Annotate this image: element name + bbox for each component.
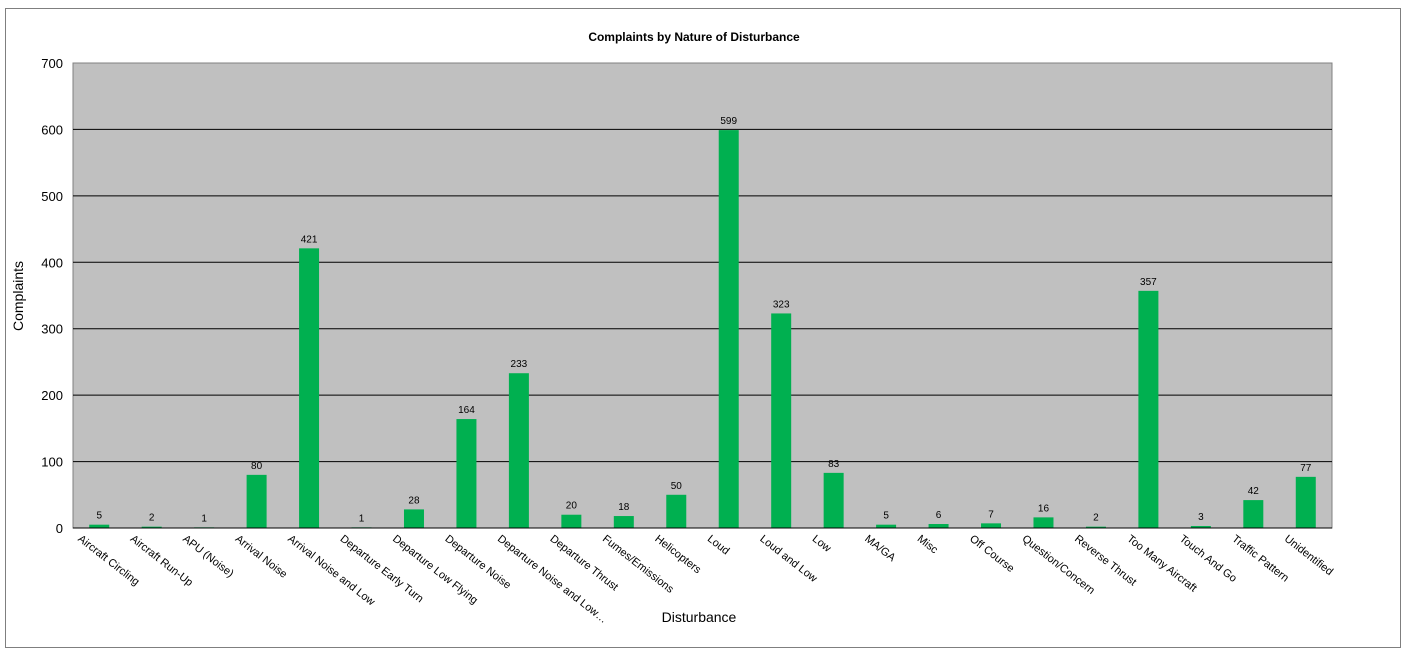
bar	[561, 514, 582, 528]
y-tick-label: 100	[41, 455, 63, 470]
data-label: 6	[936, 510, 942, 521]
bar	[1190, 526, 1211, 528]
y-tick-label: 0	[56, 521, 63, 536]
x-tick-label: APU (Noise)	[180, 533, 236, 580]
data-label: 18	[618, 502, 630, 513]
data-label: 2	[149, 513, 155, 524]
data-label: 323	[773, 299, 790, 310]
bar	[613, 516, 634, 528]
y-axis-ticks: 0 100 200 300 400 500 600 700	[41, 56, 63, 536]
x-tick-label: Arrival Noise	[233, 533, 290, 581]
x-tick-label: Departure Low Flying	[390, 533, 480, 607]
x-tick-label: Low	[810, 533, 833, 555]
bar	[246, 474, 267, 528]
x-tick-label: Off Course	[967, 533, 1016, 575]
bar	[666, 494, 687, 528]
plot-area	[72, 62, 1333, 529]
x-axis-label: Disturbance	[662, 609, 737, 625]
data-label: 28	[408, 495, 420, 506]
y-tick-label: 200	[41, 388, 63, 403]
bar	[508, 373, 529, 528]
data-label: 2	[1093, 513, 1099, 524]
gridlines	[73, 128, 1332, 463]
data-label: 42	[1248, 486, 1260, 497]
bar	[1085, 526, 1106, 528]
data-label: 599	[720, 116, 737, 127]
bar	[981, 523, 1002, 528]
bar	[876, 524, 897, 528]
bar	[718, 130, 739, 529]
x-tick-label: Misc	[915, 533, 941, 557]
data-label: 50	[671, 481, 683, 492]
data-label: 3	[1198, 512, 1204, 523]
bar	[1243, 500, 1264, 528]
x-tick-label: MA/GA	[862, 533, 898, 565]
y-tick-label: 600	[41, 122, 63, 137]
y-axis-label: Complaints	[10, 261, 26, 331]
x-tick-label: Helicopters	[652, 533, 703, 577]
bar	[456, 419, 477, 528]
data-label: 233	[511, 359, 528, 370]
data-label: 7	[988, 509, 994, 520]
data-label: 20	[566, 501, 578, 512]
data-label: 357	[1140, 277, 1157, 288]
x-tick-label: Departure Noise and Low…	[495, 533, 609, 626]
data-label: 421	[301, 234, 318, 245]
data-label: 16	[1038, 503, 1050, 514]
x-tick-label: Unidentified	[1282, 533, 1335, 578]
bar	[771, 313, 792, 528]
y-tick-label: 400	[41, 255, 63, 270]
x-tick-label: Arrival Noise and Low	[285, 533, 377, 608]
bar	[928, 524, 949, 528]
bar	[1138, 290, 1159, 528]
bar	[403, 509, 424, 528]
bar	[141, 526, 162, 528]
x-tick-label: Loud	[705, 533, 732, 558]
data-label: 83	[828, 459, 840, 470]
bar	[1033, 517, 1054, 528]
data-label: 164	[458, 405, 475, 416]
bar	[89, 524, 110, 528]
chart-title: Complaints by Nature of Disturbance	[588, 30, 800, 44]
y-tick-label: 700	[41, 56, 63, 71]
bar	[299, 248, 320, 529]
x-tick-label: Traffic Pattern	[1229, 533, 1290, 585]
data-label: 1	[201, 513, 207, 524]
data-label: 77	[1300, 463, 1312, 474]
bar	[1295, 476, 1316, 528]
data-labels: 5 2 1 80 421 1 28 164 233 20 18 50 599 323 83 5 6 7 16 2 357…	[96, 116, 1311, 524]
bar	[823, 472, 844, 528]
y-tick-label: 300	[41, 322, 63, 337]
bar-chart: Complaints by Nature of Disturbance 5 2 18…	[10, 30, 1335, 626]
data-label: 5	[96, 511, 102, 522]
data-label: 1	[359, 513, 365, 524]
data-label: 80	[251, 461, 263, 472]
data-label: 5	[883, 511, 889, 522]
y-tick-label: 500	[41, 189, 63, 204]
bars	[89, 130, 1316, 529]
